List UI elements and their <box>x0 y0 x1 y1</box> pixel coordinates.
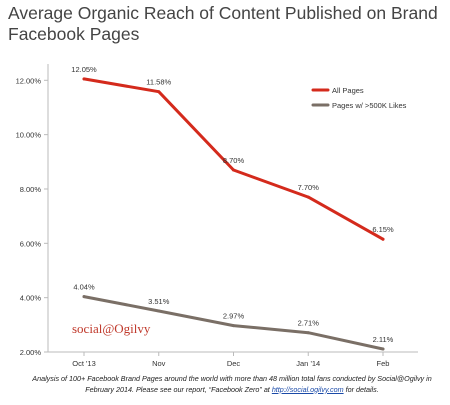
data-point <box>157 309 161 313</box>
x-tick-label: Dec <box>227 359 241 368</box>
legend-label: Pages w/ >500K Likes <box>332 101 407 110</box>
y-tick-label: 10.00% <box>16 131 42 140</box>
footnote-text: Analysis of 100+ Facebook Brand Pages ar… <box>32 374 432 394</box>
data-label: 11.58% <box>146 78 171 87</box>
x-axis-ticks: Oct '13 Nov Dec Jan '14 Feb <box>72 352 389 368</box>
legend-label: All Pages <box>332 86 364 95</box>
y-tick-label: 4.00% <box>20 294 42 303</box>
y-axis-ticks: 2.00% 4.00% 6.00% 8.00% 10.00% 12.00% <box>16 76 48 357</box>
data-point <box>157 90 161 94</box>
y-tick-label: 8.00% <box>20 185 42 194</box>
data-label: 3.51% <box>148 297 170 306</box>
social-ogilvy-logo: social@Ogilvy <box>72 321 151 336</box>
chart-title: Average Organic Reach of Content Publish… <box>8 3 438 44</box>
data-label: 6.15% <box>372 225 394 234</box>
x-tick-label: Jan '14 <box>296 359 320 368</box>
data-label: 8.70% <box>223 156 245 165</box>
data-label: 4.04% <box>73 283 95 292</box>
line-chart: 2.00% 4.00% 6.00% 8.00% 10.00% 12.00% Oct '13… <box>16 64 418 368</box>
data-label: 12.05% <box>71 65 97 74</box>
data-point <box>82 295 86 299</box>
footnote: Analysis of 100+ Facebook Brand Pages ar… <box>22 374 442 395</box>
footnote-end: for details. <box>343 384 379 394</box>
legend: All Pages Pages w/ >500K Likes <box>311 86 407 110</box>
data-point <box>232 168 235 172</box>
series-layer: 12.05% 11.58% 8.70% 7.70% 6.15% 4.04% 3.51% 2.9… <box>71 65 394 351</box>
y-tick-label: 12.00% <box>16 76 42 85</box>
data-label: 2.71% <box>298 319 320 328</box>
x-tick-label: Oct '13 <box>72 359 96 368</box>
data-point <box>381 237 385 241</box>
x-tick-label: Nov <box>152 359 166 368</box>
y-tick-label: 6.00% <box>20 239 42 248</box>
data-label: 2.11% <box>373 335 394 344</box>
data-point <box>381 347 385 351</box>
data-point <box>82 77 86 81</box>
data-label: 7.70% <box>298 183 320 192</box>
source-link[interactable]: http://social.ogilvy.com <box>271 384 344 394</box>
data-label: 2.97% <box>223 312 245 321</box>
data-point <box>232 324 235 328</box>
x-tick-label: Feb <box>377 359 390 368</box>
y-tick-label: 2.00% <box>20 348 42 357</box>
data-point <box>306 195 310 199</box>
data-point <box>306 331 310 335</box>
